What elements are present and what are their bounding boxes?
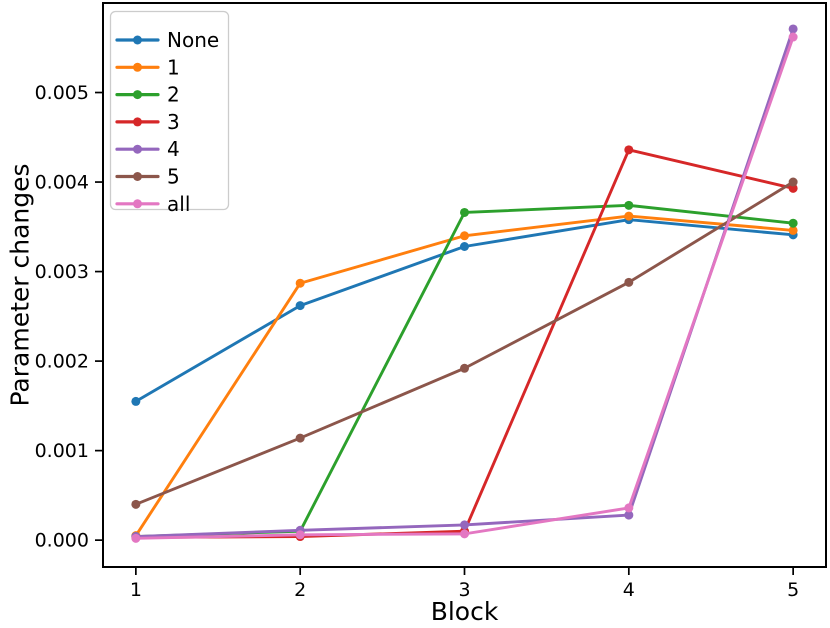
y-tick-label: 0.003 xyxy=(35,261,89,283)
series-marker-all xyxy=(295,530,305,540)
series-marker-3 xyxy=(624,145,634,155)
y-tick-label: 0.005 xyxy=(35,82,89,104)
series-marker-4 xyxy=(460,520,469,530)
series-marker-2 xyxy=(460,207,469,217)
series-marker-5 xyxy=(788,177,798,187)
y-tick-label: 0.004 xyxy=(35,172,89,194)
series-marker-1 xyxy=(788,225,798,235)
series-marker-5 xyxy=(131,499,141,509)
legend-entry-None: None xyxy=(115,28,219,52)
series-marker-1 xyxy=(460,231,469,241)
x-tick-label: 2 xyxy=(294,579,306,601)
series-marker-3 xyxy=(788,183,798,193)
legend-entry-3: 3 xyxy=(115,110,180,134)
y-axis-label: Parameter changes xyxy=(5,163,35,407)
series-marker-5 xyxy=(624,277,634,287)
legend-marker-sample xyxy=(133,172,142,181)
series-marker-all xyxy=(788,32,798,42)
x-tick-label: 5 xyxy=(787,579,799,601)
series-marker-all xyxy=(131,533,141,543)
x-axis-label: Block xyxy=(430,597,499,626)
y-tick-label: 0.001 xyxy=(35,440,89,462)
legend-marker-sample xyxy=(133,199,142,209)
legend-label: 4 xyxy=(167,137,180,161)
legend-label: 5 xyxy=(167,165,180,189)
legend-entry-5: 5 xyxy=(115,165,180,189)
x-tick-label: 1 xyxy=(130,579,142,601)
legend-marker-sample xyxy=(133,62,142,72)
legend-marker-sample xyxy=(133,117,142,127)
legend-entry-4: 4 xyxy=(115,137,180,161)
series-marker-4 xyxy=(624,510,634,520)
series-line-4 xyxy=(134,27,795,539)
series-marker-None xyxy=(460,242,469,252)
x-tick-label: 4 xyxy=(623,579,635,601)
series-marker-2 xyxy=(624,200,634,210)
legend-label: 3 xyxy=(167,110,180,134)
series-marker-None xyxy=(131,396,141,406)
series-line-1 xyxy=(134,214,795,538)
series-marker-1 xyxy=(624,211,634,221)
series-marker-None xyxy=(295,301,305,311)
legend-label: 1 xyxy=(167,55,180,79)
series-marker-1 xyxy=(295,278,305,288)
series-marker-5 xyxy=(460,363,469,373)
legend-box xyxy=(109,10,230,211)
legend-label: all xyxy=(167,192,190,216)
legend-marker-sample xyxy=(133,90,142,100)
series-marker-4 xyxy=(788,24,798,34)
series-marker-5 xyxy=(295,433,305,443)
legend-marker-sample xyxy=(133,144,142,154)
series-marker-all xyxy=(460,529,469,539)
legend-entry-all: all xyxy=(115,192,190,216)
series-marker-2 xyxy=(788,218,798,228)
legend-entry-1: 1 xyxy=(115,55,180,79)
x-tick-label: 3 xyxy=(458,579,470,601)
series-marker-all xyxy=(624,503,634,513)
legend-entry-2: 2 xyxy=(115,83,180,107)
legend-label: None xyxy=(167,28,219,52)
y-tick-label: 0.000 xyxy=(35,530,89,552)
legend-marker-sample xyxy=(133,35,142,45)
legend-label: 2 xyxy=(167,83,180,107)
legend: None 1 2 3 4 5 all xyxy=(109,10,230,216)
y-tick-label: 0.002 xyxy=(35,351,89,373)
